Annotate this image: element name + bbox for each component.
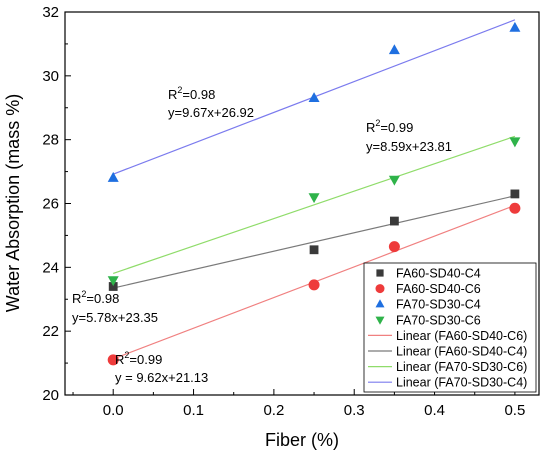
data-point	[509, 137, 521, 148]
r2-label: R2=0.98	[168, 85, 215, 102]
x-tick-label: 0.1	[183, 402, 204, 419]
data-point	[509, 202, 521, 214]
y-tick-label: 32	[42, 4, 59, 21]
y-axis-title: Water Absorption (mass %)	[3, 94, 23, 312]
data-point	[388, 44, 400, 55]
y-tick-label: 28	[42, 132, 59, 149]
legend-label: Linear (FA60-SD40-C4)	[396, 345, 527, 359]
fit-line	[113, 135, 516, 274]
data-point	[388, 175, 400, 186]
r2-label: R2=0.98	[72, 289, 119, 306]
data-point	[388, 241, 400, 253]
legend-label: Linear (FA70-SD30-C4)	[396, 376, 527, 390]
x-tick-label: 0.3	[344, 402, 365, 419]
legend-box	[363, 262, 537, 393]
x-tick-label: 0.5	[504, 402, 525, 419]
y-tick-label: 30	[42, 68, 59, 85]
data-point	[510, 189, 520, 199]
y-tick-label: 26	[42, 196, 59, 213]
equation-label: y = 9.62x+21.13	[115, 370, 208, 385]
equation-label: y=9.67x+26.92	[168, 105, 254, 120]
equation-label: y=8.59x+23.81	[366, 139, 452, 154]
data-point	[107, 171, 119, 182]
data-point	[375, 299, 385, 308]
data-point	[389, 216, 399, 226]
y-tick-label: 22	[42, 323, 59, 340]
legend-label: FA60-SD40-C6	[396, 282, 481, 296]
annotation-fa60-c6: R2=0.99 y = 9.62x+21.13	[115, 350, 208, 385]
equation-label: y=5.78x+23.35	[72, 310, 158, 325]
data-point	[375, 316, 385, 325]
legend-label: Linear (FA70-SD30-C6)	[396, 360, 527, 374]
r2-label: R2=0.99	[115, 350, 162, 367]
data-point	[308, 279, 320, 291]
y-axis-ticks: 20 22 24 26 28 30 32	[42, 4, 71, 404]
fit-line	[113, 195, 516, 289]
legend-label: FA70-SD30-C4	[396, 298, 481, 312]
data-point	[107, 354, 119, 366]
data-point	[309, 245, 319, 255]
data-point	[376, 269, 384, 277]
data-markers	[107, 21, 521, 366]
x-tick-label: 0.4	[424, 402, 445, 419]
x-tick-label: 0.0	[103, 402, 124, 419]
x-axis-title: Fiber (%)	[265, 430, 339, 450]
r2-label: R2=0.99	[366, 118, 413, 135]
data-point	[509, 21, 521, 32]
legend-label: FA70-SD30-C6	[396, 313, 481, 327]
y-tick-label: 20	[42, 387, 59, 404]
legend-label: FA60-SD40-C4	[396, 267, 481, 281]
data-point	[375, 284, 385, 294]
data-point	[308, 92, 320, 103]
x-axis-ticks: 0.0 0.1 0.2 0.3 0.4 0.5	[72, 389, 525, 419]
y-tick-label: 24	[42, 259, 59, 276]
data-point	[108, 282, 118, 291]
legend-label: Linear (FA60-SD40-C6)	[396, 329, 527, 343]
annotation-fa70-c6: R2=0.99 y=8.59x+23.81	[366, 118, 452, 154]
annotation-fa60-c4: R2=0.98 y=5.78x+23.35	[72, 289, 158, 325]
annotation-fa70-c4: R2=0.98 y=9.67x+26.92	[168, 85, 254, 120]
data-point	[107, 276, 119, 287]
data-point	[308, 193, 320, 204]
x-tick-label: 0.2	[263, 402, 284, 419]
